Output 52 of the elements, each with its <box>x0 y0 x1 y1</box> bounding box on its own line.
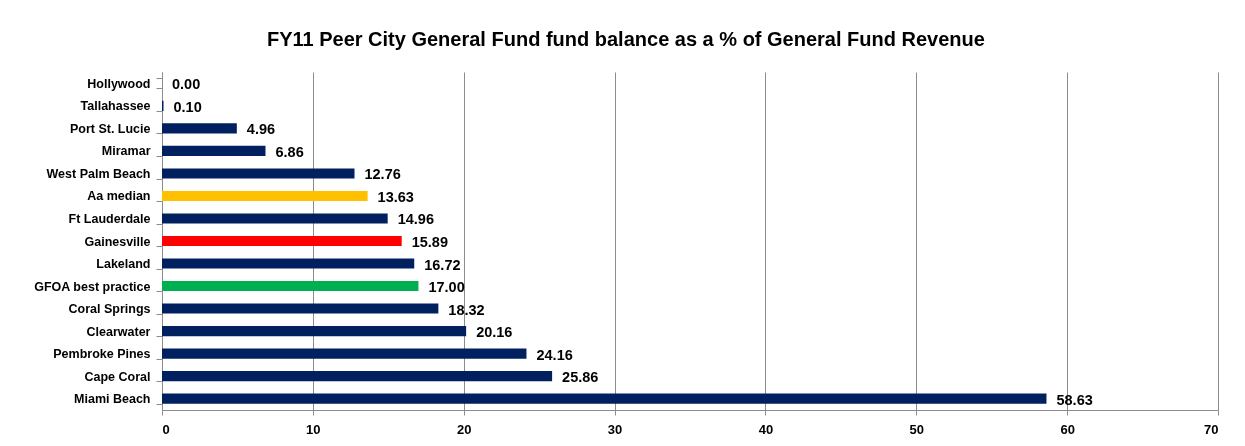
bar <box>162 326 467 337</box>
data-label: 15.89 <box>411 234 449 250</box>
x-tick-label: 20 <box>456 421 472 437</box>
x-tick-label: 10 <box>306 421 321 437</box>
x-tick-label: 60 <box>1060 421 1075 437</box>
data-label: 20.16 <box>476 324 513 341</box>
data-label: 16.72 <box>424 256 461 273</box>
y-tick-label: Coral Springs <box>68 302 151 317</box>
bar <box>162 145 266 156</box>
bar <box>162 280 419 292</box>
bar <box>162 213 388 224</box>
y-tick-label: GFOA best practice <box>34 279 151 294</box>
x-tick-label: 30 <box>607 421 623 437</box>
bar <box>162 393 1047 404</box>
data-label: 25.86 <box>562 369 599 386</box>
y-tick-label: Clearwater <box>86 324 151 339</box>
bar <box>162 303 439 314</box>
y-tick-label: Ft Lauderdale <box>68 211 151 226</box>
y-tick-label: Miami Beach <box>74 392 151 407</box>
data-label: 0.10 <box>173 98 202 115</box>
data-label: 17.00 <box>428 279 465 296</box>
y-tick-label: Port St. Lucie <box>69 121 151 136</box>
bar <box>162 235 402 247</box>
y-tick-label: Lakeland <box>96 257 151 272</box>
data-label: 12.76 <box>364 166 401 183</box>
bar <box>162 348 527 359</box>
bar <box>162 258 415 269</box>
bar <box>162 123 237 134</box>
y-tick-label: Miramar <box>101 144 151 159</box>
data-label: 4.96 <box>246 121 276 138</box>
data-label: 0.00 <box>172 76 201 93</box>
y-tick-label: Gainesville <box>84 234 151 249</box>
y-tick-label: West Palm Beach <box>46 166 151 181</box>
y-tick-label: Hollywood <box>87 76 151 91</box>
x-tick-label: 70 <box>1204 421 1219 437</box>
y-tick-label: Aa median <box>87 189 151 204</box>
bar <box>162 190 368 202</box>
y-tick-label: Pembroke Pines <box>53 347 151 362</box>
data-label: 6.86 <box>275 143 304 160</box>
x-tick-label: 50 <box>909 421 925 437</box>
x-tick-label: 0 <box>162 421 170 437</box>
chart-title: FY11 Peer City General Fund fund balance as a % of General Fund Revenue <box>266 28 985 50</box>
data-label: 14.96 <box>397 211 434 228</box>
y-tick-label: Cape Coral <box>84 369 151 384</box>
data-label: 13.63 <box>377 188 414 205</box>
x-tick-label: 40 <box>758 421 774 437</box>
data-label: 18.32 <box>448 301 485 318</box>
bar <box>162 371 553 382</box>
data-label: 58.63 <box>1056 391 1093 408</box>
data-label: 24.16 <box>536 346 573 363</box>
y-tick-label: Tallahassee <box>80 99 151 114</box>
bar <box>162 168 355 179</box>
